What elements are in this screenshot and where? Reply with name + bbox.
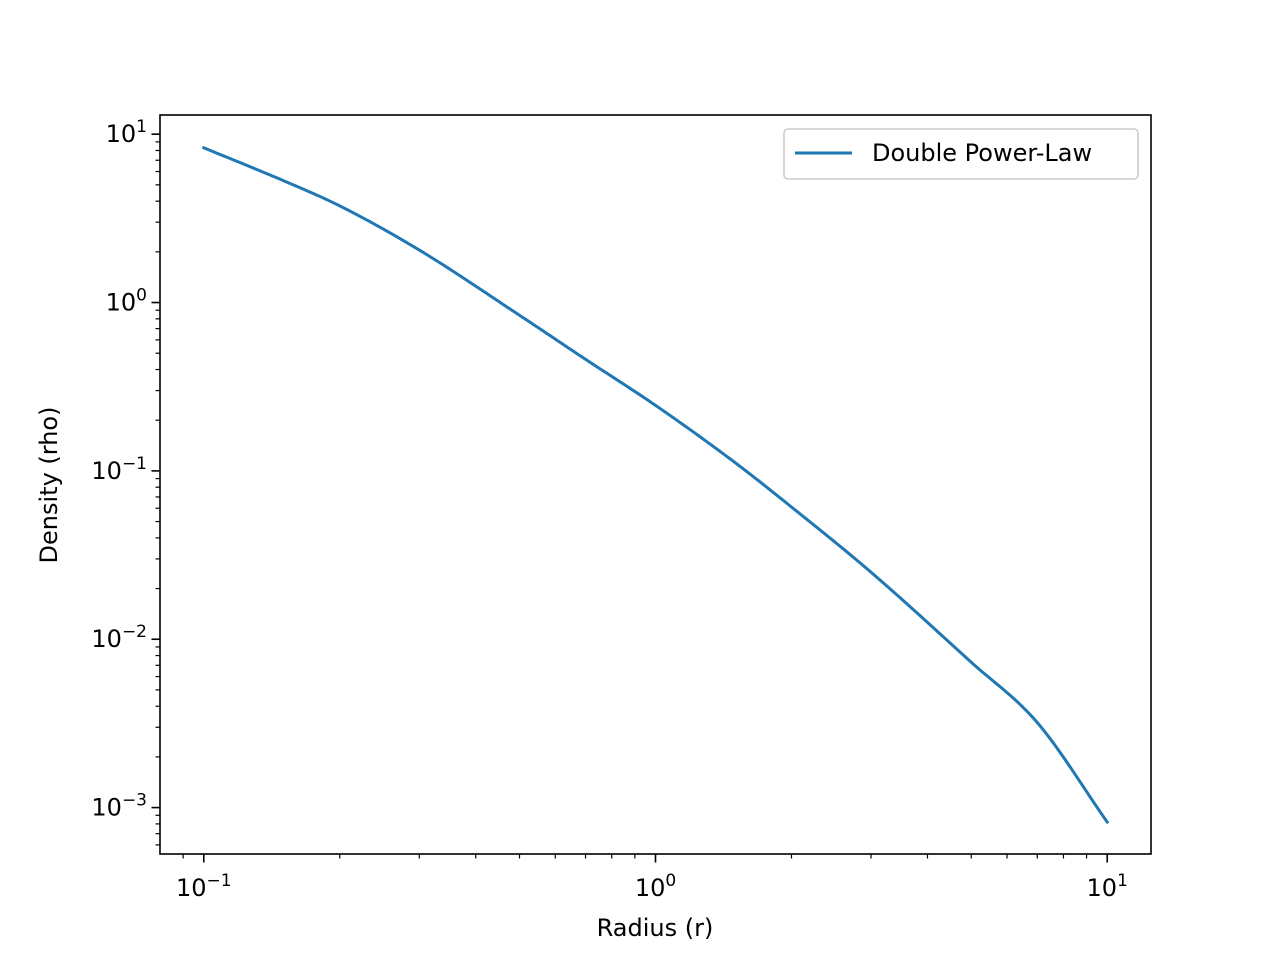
y-tick-label: 101 — [106, 117, 147, 148]
y-tick-label: 10−3 — [91, 791, 147, 822]
series-line-0 — [201, 145, 1110, 825]
x-axis-label: Radius (r) — [597, 914, 714, 942]
legend-label: Double Power-Law — [872, 139, 1092, 167]
y-tick-label: 100 — [106, 286, 147, 317]
legend-box — [783, 128, 1139, 180]
x-tick-label: 10−1 — [176, 871, 232, 902]
plot-area-frame — [159, 114, 1152, 855]
y-axis-label: Density (rho) — [35, 407, 63, 564]
tick-labels: 10−1 100 101 10−3 10−2 10−1 100 101 — [91, 117, 1128, 902]
legend: Double Power-Law — [783, 128, 1139, 180]
series-layer — [201, 145, 1110, 825]
major-ticks — [151, 133, 1109, 863]
x-tick-label: 100 — [635, 871, 676, 902]
x-tick-label: 101 — [1087, 871, 1128, 902]
y-tick-label: 10−1 — [91, 454, 147, 485]
y-tick-label: 10−2 — [91, 622, 147, 653]
